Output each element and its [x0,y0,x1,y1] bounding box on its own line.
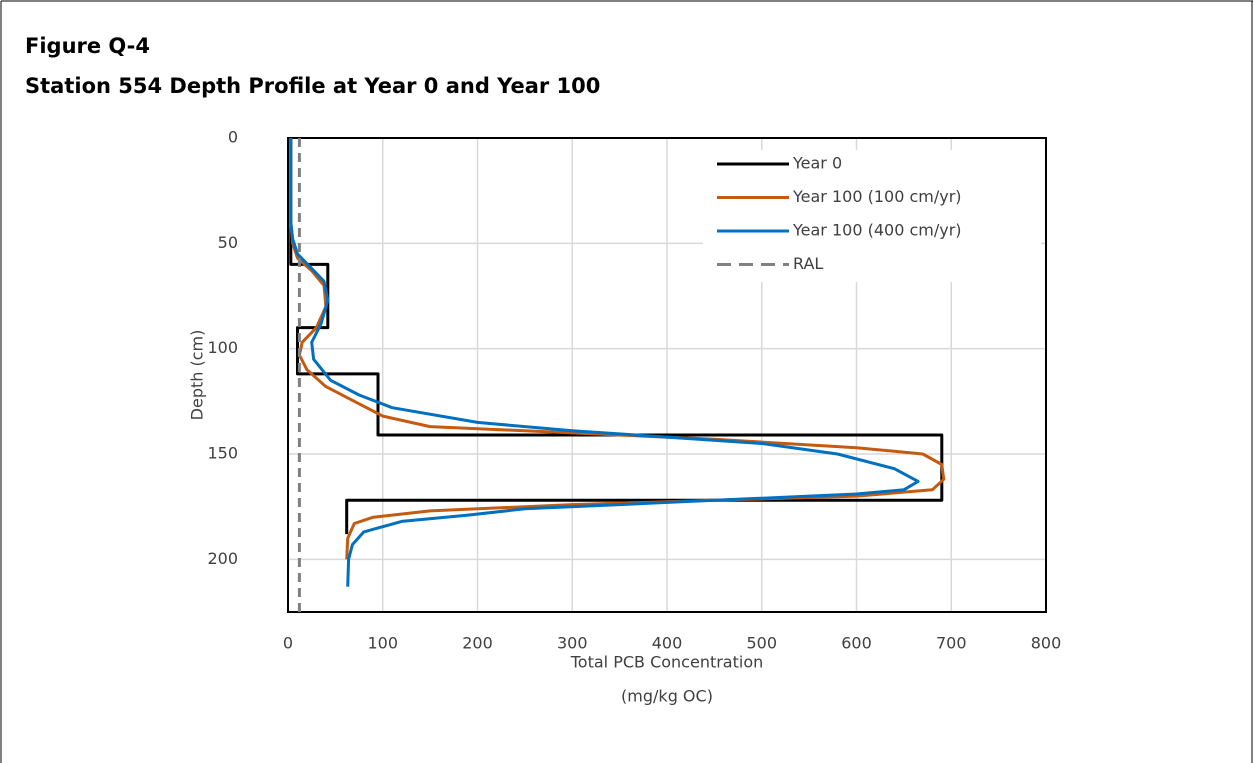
x-tick-label: 600 [841,634,872,653]
chart-subtitle: Station 554 Depth Profile at Year 0 and … [25,74,600,98]
x-tick-label: 700 [936,634,967,653]
legend-label: Year 100 (400 cm/yr) [792,221,962,240]
legend-label: Year 0 [792,154,842,173]
chart-title: Figure Q-4 [25,34,150,58]
x-axis-label: Total PCB Concentration [570,653,764,672]
x-tick-label: 500 [746,634,777,653]
series-line [289,138,946,560]
legend-label: RAL [793,254,823,273]
y-tick-label: 200 [207,549,238,568]
x-tick-label: 0 [283,634,293,653]
y-tick-label: 150 [207,444,238,463]
y-axis-label: Depth (cm) [188,330,207,421]
y-tick-label: 100 [207,338,238,357]
plot-border [287,137,1047,613]
series-line [289,138,920,587]
y-tick-label: 0 [228,128,238,147]
x-tick-label: 100 [367,634,398,653]
series-line [289,138,944,535]
legend-box [703,150,1041,282]
x-axis-label: (mg/kg OC) [621,687,713,706]
x-tick-label: 400 [652,634,683,653]
legend-label: Year 100 (100 cm/yr) [792,187,962,206]
y-tick-label: 50 [218,233,238,252]
x-tick-label: 300 [557,634,588,653]
x-tick-label: 200 [462,634,493,653]
x-tick-label: 800 [1031,634,1062,653]
